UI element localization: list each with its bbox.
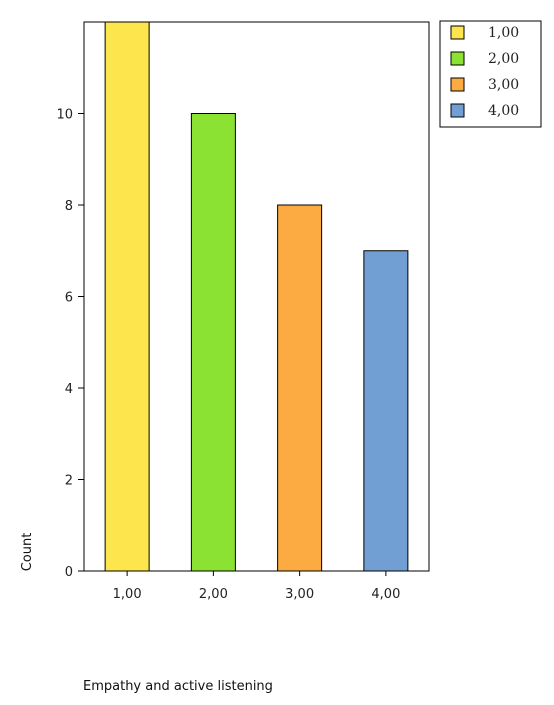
legend-label-3: 3,00	[488, 77, 519, 93]
x-axis-title: Empathy and active listening	[83, 679, 273, 694]
legend-label-2: 2,00	[488, 51, 519, 67]
y-tick-label-4: 4	[65, 382, 73, 397]
legend-swatch-3	[450, 77, 465, 92]
legend-swatch-4	[450, 103, 465, 118]
y-axis-title: Count	[20, 533, 35, 572]
bar-3	[277, 204, 323, 572]
legend-label-4: 4,00	[488, 103, 519, 119]
bar-2	[190, 113, 236, 572]
x-tick-label-2: 2,00	[199, 587, 228, 602]
bar-1	[104, 21, 150, 572]
x-tick-label-3: 3,00	[285, 587, 314, 602]
y-tick-label-2: 2	[65, 474, 73, 489]
legend-swatch-1	[450, 25, 465, 40]
x-tick-label-4: 4,00	[371, 587, 400, 602]
legend: 1,00 2,00 3,00 4,00	[439, 20, 542, 128]
legend-label-1: 1,00	[488, 25, 519, 41]
y-axis: 0 2 4 6 8 10	[56, 108, 84, 580]
y-tick-label-8: 8	[65, 199, 73, 214]
y-tick-label-10: 10	[56, 108, 73, 123]
y-tick-label-6: 6	[65, 291, 73, 306]
x-tick-label-1: 1,00	[113, 587, 142, 602]
bars-group	[104, 21, 409, 572]
legend-swatch-2	[450, 51, 465, 66]
bar-4	[363, 250, 409, 572]
y-tick-label-0: 0	[65, 565, 73, 580]
x-axis: 1,00 2,00 3,00 4,00	[113, 571, 400, 602]
